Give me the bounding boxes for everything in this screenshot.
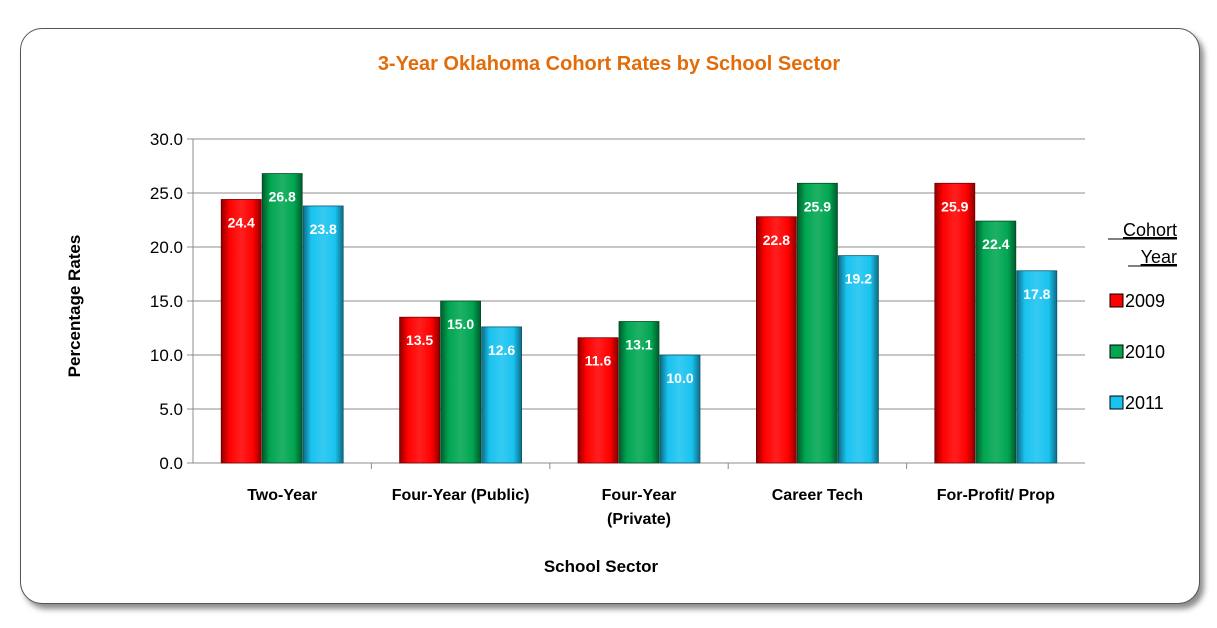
x-category-label: For-Profit/ Prop — [937, 487, 1055, 504]
bar-2010 — [975, 220, 1017, 464]
y-tick-label: 5.0 — [159, 400, 183, 419]
y-tick-label: 20.0 — [150, 238, 183, 257]
data-label: 19.2 — [845, 271, 872, 287]
bar-2010 — [440, 300, 482, 464]
data-label: 10.0 — [666, 370, 693, 386]
bar-2011 — [659, 354, 701, 464]
data-label: 24.4 — [228, 214, 255, 230]
data-label: 25.9 — [804, 198, 831, 214]
y-axis-title: Percentage Rates — [65, 235, 84, 378]
data-label: 15.0 — [447, 316, 474, 332]
bar-2009 — [756, 216, 797, 464]
legend-swatch-2010 — [1109, 344, 1124, 359]
bar-2011 — [481, 326, 523, 464]
y-tick-label: 15.0 — [150, 292, 183, 311]
data-label: 22.4 — [982, 236, 1009, 252]
bar-2011 — [1016, 270, 1058, 464]
x-category-label: (Private) — [607, 511, 671, 528]
y-tick-label: 30.0 — [150, 130, 183, 149]
bar-2009 — [577, 337, 619, 464]
chart-title: 3-Year Oklahoma Cohort Rates by School S… — [378, 53, 841, 75]
data-label: 17.8 — [1023, 286, 1050, 302]
legend-label: 2011 — [1125, 393, 1164, 413]
bar-2011 — [302, 205, 344, 464]
x-category-label: Two-Year — [247, 487, 317, 504]
x-category-label: Four-Year (Public) — [392, 487, 530, 504]
bar-2011 — [838, 255, 879, 464]
bar-2010 — [797, 182, 838, 464]
legend-label: 2010 — [1125, 342, 1165, 362]
legend-title: Cohort — [1123, 220, 1177, 240]
data-label: 25.9 — [941, 198, 968, 214]
data-label: 26.8 — [269, 189, 296, 205]
bar-2009 — [220, 199, 262, 464]
legend-title: Year — [1141, 247, 1177, 267]
legend-label: 2009 — [1125, 291, 1165, 311]
y-tick-label: 25.0 — [150, 184, 183, 203]
x-category-label: Career Tech — [772, 487, 863, 504]
x-category-label: Four-Year — [602, 487, 677, 504]
x-axis-title: School Sector — [544, 557, 659, 576]
bar-2009 — [399, 316, 441, 464]
bar-2010 — [261, 173, 303, 464]
legend-swatch-2009 — [1109, 293, 1124, 308]
legend-swatch-2011 — [1109, 395, 1124, 410]
data-label: 11.6 — [585, 353, 612, 369]
y-tick-label: 10.0 — [150, 346, 183, 365]
bar-2009 — [934, 182, 976, 464]
bar-2010 — [618, 321, 660, 464]
data-label: 22.8 — [763, 232, 790, 248]
data-label: 23.8 — [310, 221, 337, 237]
data-label: 13.1 — [625, 337, 652, 353]
data-label: 12.6 — [488, 342, 515, 358]
data-label: 13.5 — [406, 332, 433, 348]
y-tick-label: 0.0 — [159, 454, 183, 473]
